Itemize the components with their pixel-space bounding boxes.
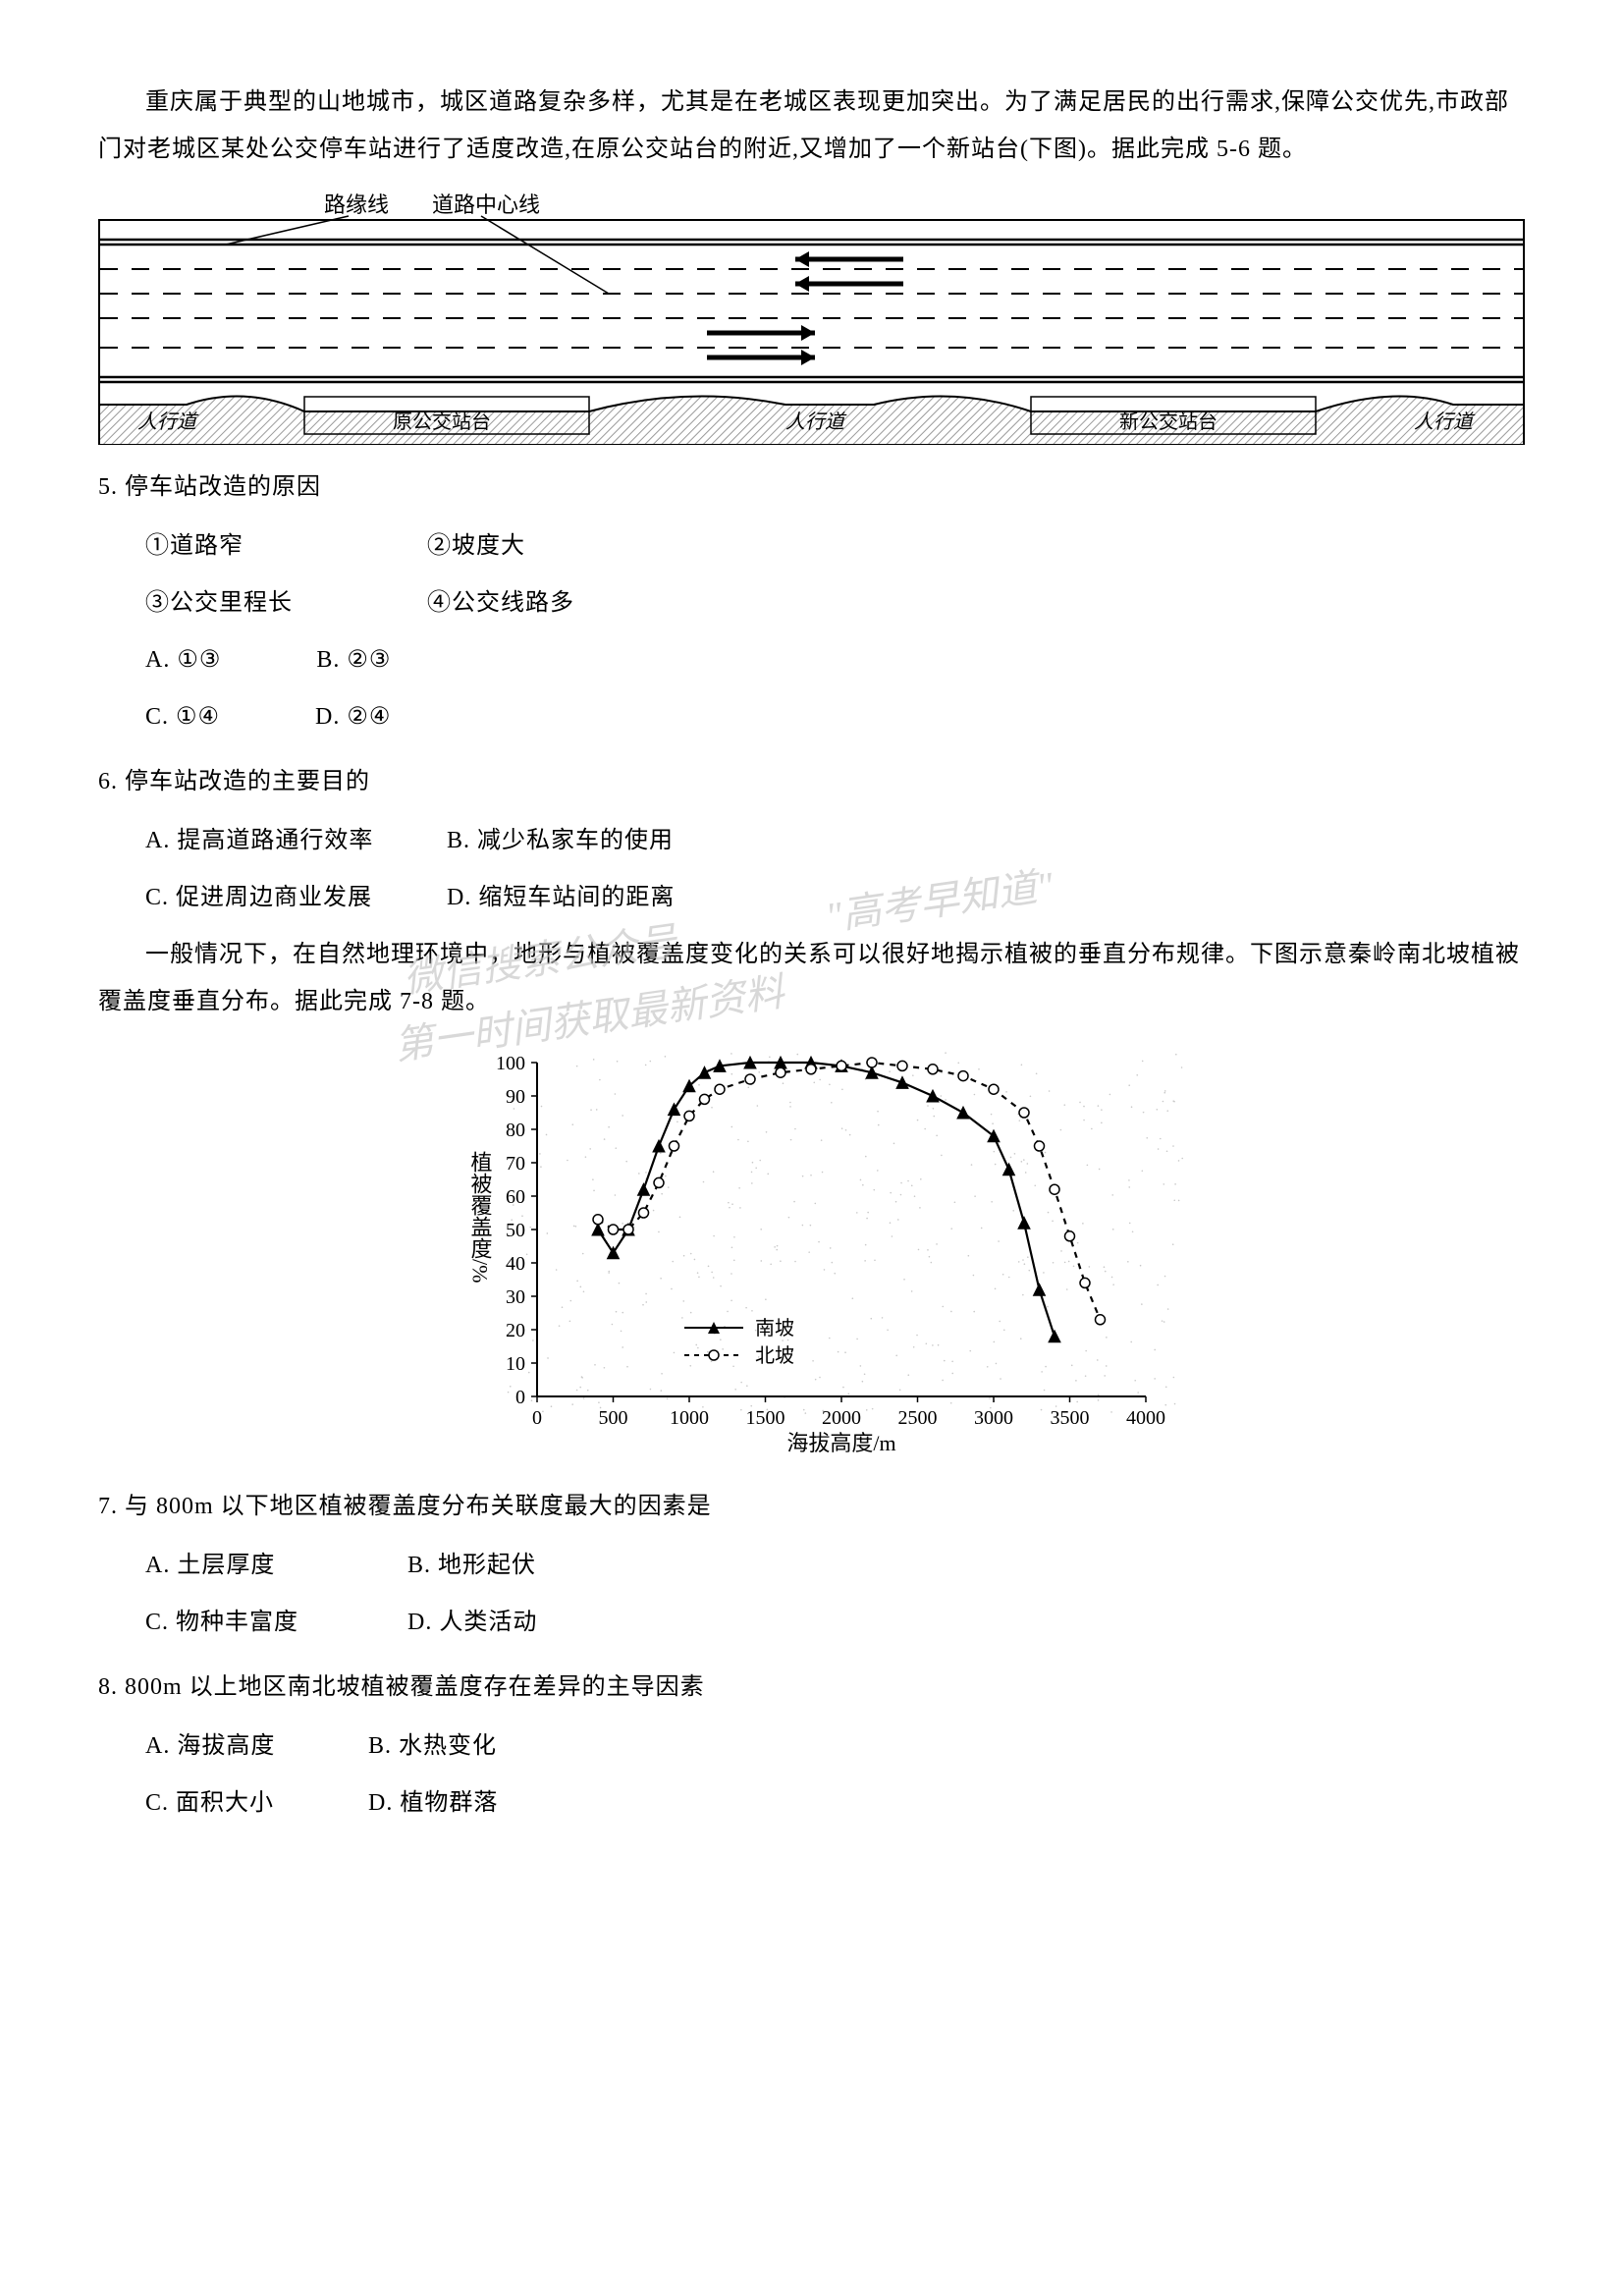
- q5-a: A. ①③: [145, 636, 221, 683]
- svg-text:人行道: 人行道: [785, 411, 847, 433]
- q7-a: A. 土层厚度: [145, 1542, 401, 1589]
- intro-paragraph-1: 重庆属于典型的山地城市，城区道路复杂多样，尤其是在老城区表现更加突出。为了满足居…: [98, 79, 1525, 173]
- svg-text:1000: 1000: [670, 1407, 709, 1429]
- q5-line1: ①道路窄 ②坡度大: [145, 522, 1525, 570]
- svg-text:90: 90: [506, 1086, 525, 1108]
- svg-text:50: 50: [506, 1220, 525, 1241]
- q7-stem: 7. 与 800m 以下地区植被覆盖度分布关联度最大的因素是: [98, 1483, 1525, 1530]
- vegetation-chart: 0102030405060708090100050010001500200025…: [439, 1043, 1185, 1455]
- q5-b: B. ②③: [316, 636, 391, 683]
- q7-line2: C. 物种丰富度 D. 人类活动: [145, 1599, 1525, 1646]
- q5-opt1: ①道路窄: [145, 522, 243, 570]
- q8-d: D. 植物群落: [368, 1779, 498, 1827]
- q8-line2: C. 面积大小 D. 植物群落: [145, 1779, 1525, 1827]
- svg-text:2000: 2000: [822, 1407, 861, 1429]
- q5-opt3: ③公交里程长: [145, 579, 293, 627]
- q6-line2: C. 促进周边商业发展 D. 缩短车站间的距离: [145, 874, 1525, 921]
- chart-container: 0102030405060708090100050010001500200025…: [98, 1043, 1525, 1455]
- road-diagram: 路缘线 道路中心线人行道 原公交站台 人行道 新公交站台 人行道: [98, 191, 1525, 446]
- q8-line1: A. 海拔高度 B. 水热变化: [145, 1722, 1525, 1770]
- svg-text:60: 60: [506, 1186, 525, 1208]
- q8-b: B. 水热变化: [368, 1722, 497, 1770]
- svg-text:0: 0: [515, 1387, 525, 1408]
- q5-opt2: ②坡度大: [427, 522, 525, 570]
- q5-d: D. ②④: [315, 693, 391, 740]
- q8-c: C. 面积大小: [145, 1779, 361, 1827]
- q5-stem: 5. 停车站改造的原因: [98, 464, 1525, 511]
- svg-text:道路中心线: 道路中心线: [432, 192, 540, 217]
- q7-d: D. 人类活动: [407, 1599, 537, 1646]
- svg-text:10: 10: [506, 1353, 525, 1375]
- svg-text:0: 0: [532, 1407, 542, 1429]
- intro-paragraph-2: 一般情况下，在自然地理环境中，地形与植被覆盖度变化的关系可以很好地揭示植被的垂直…: [98, 931, 1525, 1025]
- q6-b: B. 减少私家车的使用: [447, 817, 674, 864]
- svg-text:30: 30: [506, 1286, 525, 1308]
- q6-d: D. 缩短车站间的距离: [447, 874, 675, 921]
- svg-text:3000: 3000: [974, 1407, 1013, 1429]
- svg-text:北坡: 北坡: [755, 1344, 794, 1367]
- svg-text:40: 40: [506, 1253, 525, 1275]
- svg-text:南坡: 南坡: [755, 1317, 794, 1339]
- q6-c: C. 促进周边商业发展: [145, 874, 440, 921]
- q7-line1: A. 土层厚度 B. 地形起伏: [145, 1542, 1525, 1589]
- q6-stem: 6. 停车站改造的主要目的: [98, 758, 1525, 805]
- svg-text:20: 20: [506, 1320, 525, 1341]
- svg-text:2500: 2500: [897, 1407, 937, 1429]
- svg-text:原公交站台: 原公交站台: [393, 410, 491, 433]
- svg-text:3500: 3500: [1050, 1407, 1089, 1429]
- q6-a: A. 提高道路通行效率: [145, 817, 440, 864]
- svg-text:500: 500: [598, 1407, 627, 1429]
- svg-text:海拔高度/m: 海拔高度/m: [786, 1431, 895, 1455]
- svg-text:1500: 1500: [745, 1407, 784, 1429]
- q5-c: C. ①④: [145, 693, 220, 740]
- svg-text:植被覆盖度/%: 植被覆盖度/%: [467, 1151, 492, 1283]
- svg-text:70: 70: [506, 1153, 525, 1175]
- q5-line2: ③公交里程长 ④公交线路多: [145, 579, 1525, 627]
- q6-line1: A. 提高道路通行效率 B. 减少私家车的使用: [145, 817, 1525, 864]
- q7-c: C. 物种丰富度: [145, 1599, 401, 1646]
- q5-opt4: ④公交线路多: [427, 579, 574, 627]
- q8-a: A. 海拔高度: [145, 1722, 361, 1770]
- svg-text:新公交站台: 新公交站台: [1119, 410, 1217, 433]
- q5-line3: A. ①③ B. ②③: [145, 636, 1525, 683]
- q7-b: B. 地形起伏: [407, 1542, 536, 1589]
- svg-text:人行道: 人行道: [137, 411, 199, 433]
- q5-line4: C. ①④ D. ②④: [145, 693, 1525, 740]
- svg-text:人行道: 人行道: [1414, 411, 1476, 433]
- svg-text:100: 100: [496, 1053, 525, 1074]
- svg-text:80: 80: [506, 1120, 525, 1141]
- road-diagram-container: 路缘线 道路中心线人行道 原公交站台 人行道 新公交站台 人行道: [98, 191, 1525, 446]
- svg-text:路缘线: 路缘线: [324, 192, 389, 217]
- q8-stem: 8. 800m 以上地区南北坡植被覆盖度存在差异的主导因素: [98, 1664, 1525, 1711]
- svg-text:4000: 4000: [1126, 1407, 1165, 1429]
